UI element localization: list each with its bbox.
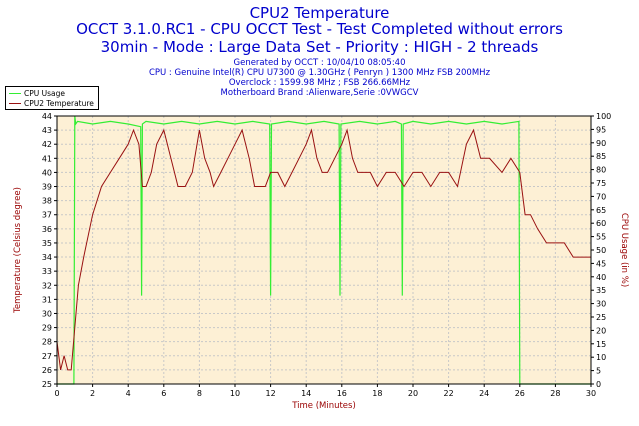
x-tick-label: 18 xyxy=(372,389,382,398)
y2-tick-label: 35 xyxy=(596,286,606,295)
x-axis-ticks: 0 2 4 6 8 10 12 14 16 18 20 22 24 26 28 30 xyxy=(54,384,596,398)
x-tick-label: 2 xyxy=(90,389,95,398)
y2-tick-label: 100 xyxy=(596,112,611,121)
y2-tick-label: 25 xyxy=(596,313,606,322)
y2-tick-label: 10 xyxy=(596,353,606,362)
y-tick-label: 37 xyxy=(42,211,52,220)
y2-tick-label: 45 xyxy=(596,259,606,268)
legend-label-cpu-usage: CPU Usage xyxy=(24,88,66,98)
info-generated: Generated by OCCT : 10/04/10 08:05:40 xyxy=(233,58,406,68)
y-tick-label: 27 xyxy=(42,352,52,361)
x-tick-label: 28 xyxy=(550,389,560,398)
legend-item-temperature: CPU2 Temperature xyxy=(9,98,94,108)
y-tick-label: 40 xyxy=(42,168,52,177)
x-axis-label: Time (Minutes) xyxy=(291,401,356,411)
y2-tick-label: 15 xyxy=(596,340,606,349)
y2-tick-label: 75 xyxy=(596,179,606,188)
x-tick-label: 4 xyxy=(126,389,131,398)
y-tick-label: 39 xyxy=(42,183,52,192)
x-tick-label: 14 xyxy=(301,389,311,398)
y-tick-label: 32 xyxy=(42,281,52,290)
x-tick-label: 22 xyxy=(444,389,454,398)
y-tick-label: 29 xyxy=(42,324,52,333)
y2-axis-ticks: 0 5 10 15 20 25 30 35 40 45 50 55 60 65 70 75 80 85 90 95 10… xyxy=(591,112,611,389)
y-tick-label: 42 xyxy=(42,140,52,149)
y2-axis-label: CPU Usage (in %) xyxy=(619,213,629,287)
chart-subtitle-mode: 30min - Mode : Large Data Set - Priority… xyxy=(100,38,539,56)
y-axis-ticks: 25 26 27 28 29 30 31 32 33 34 35 36 37 38 39 40 41 42 43 44 xyxy=(42,112,57,389)
y2-tick-label: 95 xyxy=(596,125,606,134)
x-tick-label: 10 xyxy=(230,389,240,398)
y2-tick-label: 30 xyxy=(596,300,606,309)
x-tick-label: 16 xyxy=(337,389,347,398)
y-tick-label: 43 xyxy=(42,126,52,135)
info-cpu: CPU : Genuine Intel(R) CPU U7300 @ 1.30G… xyxy=(148,68,491,78)
y-tick-label: 38 xyxy=(42,197,52,206)
legend-item-cpu-usage: CPU Usage xyxy=(9,88,65,98)
y-tick-label: 33 xyxy=(42,267,52,276)
y2-tick-label: 70 xyxy=(596,192,606,201)
chart-title: CPU2 Temperature xyxy=(249,4,390,22)
y-tick-label: 26 xyxy=(42,366,52,375)
y2-tick-label: 65 xyxy=(596,206,606,215)
x-tick-label: 30 xyxy=(586,389,596,398)
y2-tick-label: 0 xyxy=(596,380,601,389)
y2-tick-label: 50 xyxy=(596,246,606,255)
x-tick-label: 6 xyxy=(161,389,166,398)
y-axis-label: Temperature (Celsius degree) xyxy=(13,187,23,314)
x-tick-label: 8 xyxy=(197,389,202,398)
legend-label-temperature: CPU2 Temperature xyxy=(24,98,94,108)
chart-subtitle-test: OCCT 3.1.0.RC1 - CPU OCCT Test - Test Co… xyxy=(76,20,563,38)
series-line-cpu-usage xyxy=(57,115,591,385)
y2-tick-label: 20 xyxy=(596,326,606,335)
y2-tick-label: 85 xyxy=(596,152,606,161)
y2-tick-label: 55 xyxy=(596,233,606,242)
series-line-cpu2-temperature xyxy=(56,128,591,371)
y-tick-label: 28 xyxy=(42,338,52,347)
info-motherboard: Motherboard Brand :Alienware,Serie :0VWG… xyxy=(220,88,419,98)
y-tick-label: 34 xyxy=(42,253,52,262)
y-tick-label: 35 xyxy=(42,239,52,248)
info-overclock: Overclock : 1599.98 MHz ; FSB 266.66MHz xyxy=(228,78,411,88)
y-tick-label: 31 xyxy=(42,295,52,304)
y2-tick-label: 60 xyxy=(596,219,606,228)
y-tick-label: 36 xyxy=(42,225,52,234)
x-tick-label: 20 xyxy=(408,389,418,398)
x-tick-label: 0 xyxy=(54,389,59,398)
plot-area xyxy=(57,116,591,384)
x-tick-label: 26 xyxy=(515,389,525,398)
y-tick-label: 25 xyxy=(42,380,52,389)
y2-tick-label: 5 xyxy=(596,367,601,376)
x-tick-label: 12 xyxy=(266,389,276,398)
y2-tick-label: 90 xyxy=(596,139,606,148)
y2-tick-label: 40 xyxy=(596,273,606,282)
legend-swatch-cpu-usage xyxy=(9,92,21,94)
y-tick-label: 44 xyxy=(42,112,52,121)
y2-tick-label: 80 xyxy=(596,166,606,175)
series-layer xyxy=(56,115,591,385)
legend: CPU Usage CPU2 Temperature xyxy=(5,86,99,110)
legend-swatch-temperature xyxy=(9,102,21,104)
y-tick-label: 41 xyxy=(42,154,52,163)
y-tick-label: 30 xyxy=(42,309,52,318)
x-tick-label: 24 xyxy=(479,389,489,398)
